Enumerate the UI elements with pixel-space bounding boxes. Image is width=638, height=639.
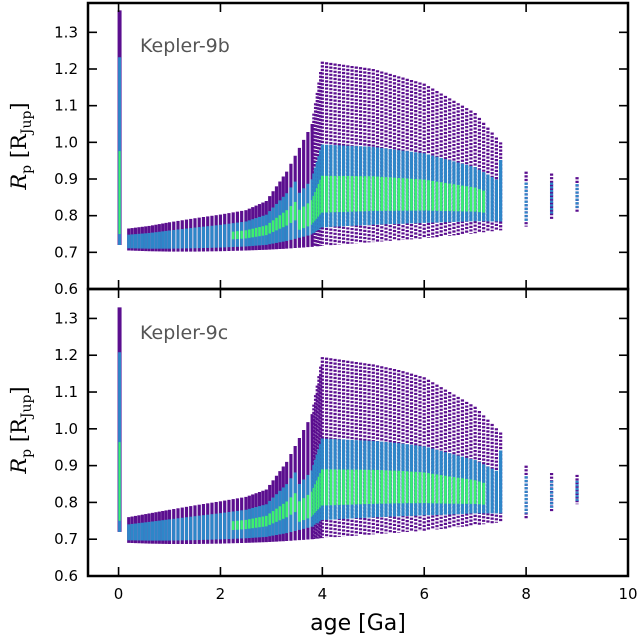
x-tick-label: 0 bbox=[114, 585, 124, 603]
x-tick-label: 2 bbox=[216, 585, 226, 603]
scatter-points-kepler-9b bbox=[117, 10, 579, 252]
y-tick-label: 0.8 bbox=[54, 493, 78, 511]
x-tick-label: 6 bbox=[419, 585, 429, 603]
y-axis-label-kepler-9b: Rp [RJup] bbox=[7, 102, 35, 190]
axis-ticks-kepler-9c: 0.6 0.7 0.8 0.9 1.0 1.1 1.2 1.3 0 2 4 6 8 10 bbox=[54, 289, 638, 603]
x-tick-label: 4 bbox=[318, 585, 328, 603]
y-tick-label: 0.7 bbox=[54, 243, 78, 261]
panel-label-kepler-9b: Kepler-9b bbox=[140, 35, 230, 57]
y-tick-label: 0.9 bbox=[54, 457, 78, 475]
y-tick-label: 1.0 bbox=[54, 133, 78, 151]
y-tick-label: 1.3 bbox=[54, 309, 78, 327]
y-axis-label-kepler-9c: Rp [RJup] bbox=[7, 386, 35, 474]
x-tick-label: 8 bbox=[521, 585, 531, 603]
y-tick-label: 1.1 bbox=[54, 97, 78, 115]
panel-kepler-9c: 0.6 0.7 0.8 0.9 1.0 1.1 1.2 1.3 0 2 4 6 8 10 Kepler-9… bbox=[7, 287, 638, 603]
y-tick-label: 1.2 bbox=[54, 60, 78, 78]
panel-label-kepler-9c: Kepler-9c bbox=[140, 322, 228, 344]
y-tick-label: 1.0 bbox=[54, 420, 78, 438]
panel-kepler-9b: 0.6 0.7 0.8 0.9 1.0 1.1 1.2 1.3 Kepler-9b Rp [R… bbox=[7, 1, 630, 298]
y-tick-label: 0.6 bbox=[54, 567, 78, 585]
x-axis-label: age [Ga] bbox=[310, 611, 406, 636]
y-tick-label: 0.7 bbox=[54, 530, 78, 548]
y-tick-label: 0.8 bbox=[54, 207, 78, 225]
y-tick-label: 0.6 bbox=[54, 280, 78, 298]
y-tick-label: 0.9 bbox=[54, 170, 78, 188]
y-tick-label: 1.1 bbox=[54, 383, 78, 401]
scatter-points-kepler-9c bbox=[117, 307, 579, 544]
axes-frame-kepler-9c bbox=[86, 287, 630, 578]
y-tick-label: 1.3 bbox=[54, 23, 78, 41]
x-tick-label: 10 bbox=[618, 585, 637, 603]
y-tick-label: 1.2 bbox=[54, 346, 78, 364]
